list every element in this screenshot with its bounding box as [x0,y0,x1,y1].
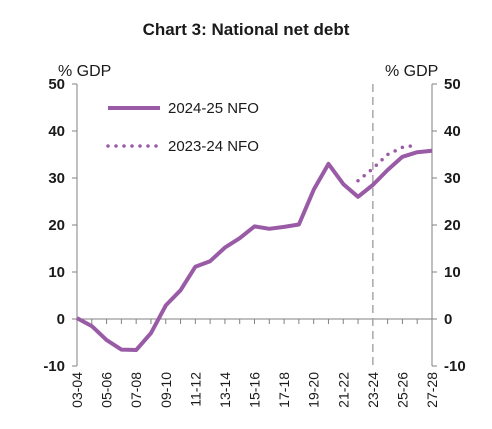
x-tick-label: 07-08 [128,372,144,408]
x-tick-label: 25-26 [394,372,410,408]
x-tick-label: 09-10 [158,372,174,408]
right-axis-unit: % GDP [385,63,438,80]
series-line-previous [356,143,419,183]
y-tick-label-right: 10 [444,264,461,281]
x-tick-label: 21-22 [335,372,351,408]
y-tick-label-left: 40 [48,123,65,140]
chart-title: Chart 3: National net debt [143,20,350,39]
x-tick-label: 17-18 [276,372,292,408]
y-tick-label-left: -10 [43,358,65,375]
y-tick-label-right: -10 [444,358,466,375]
series-line-current [76,148,433,352]
x-tick-label: 27-28 [424,372,440,408]
y-tick-label-right: 0 [444,311,452,328]
x-tick-label: 19-20 [306,372,322,408]
x-tick-label: 05-06 [99,372,115,408]
legend-label: 2023-24 NFO [168,138,259,155]
y-tick-label-left: 20 [48,217,65,234]
y-tick-label-left: 50 [48,76,65,93]
left-axis-unit: % GDP [58,63,111,80]
x-tick-label: 03-04 [69,372,85,408]
legend-label: 2024-25 NFO [168,100,259,117]
x-tick-label: 23-24 [365,372,381,408]
x-tick-label: 11-12 [187,372,203,407]
y-tick-label-left: 30 [48,170,65,187]
y-tick-label-left: 0 [57,311,65,328]
y-tick-label-right: 40 [444,123,461,140]
y-tick-label-right: 20 [444,217,461,234]
y-tick-label-right: 30 [444,170,461,187]
y-tick-label-left: 10 [48,264,65,281]
x-tick-label: 15-16 [247,372,263,408]
x-tick-label: 13-14 [217,372,233,408]
y-tick-label-right: 50 [444,76,461,93]
